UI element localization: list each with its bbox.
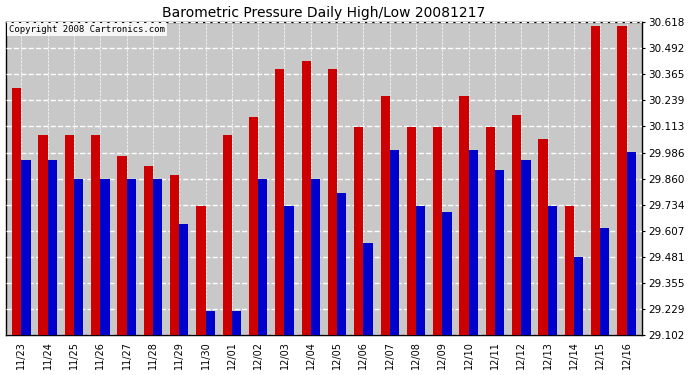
Bar (74, 178, 83, 335)
Bar (258, 178, 268, 335)
Bar (232, 311, 241, 335)
Bar (627, 152, 635, 335)
Bar (433, 127, 442, 335)
Bar (522, 160, 531, 335)
Bar (591, 26, 600, 335)
Bar (512, 115, 522, 335)
Bar (390, 150, 399, 335)
Bar (275, 69, 284, 335)
Title: Barometric Pressure Daily High/Low 20081217: Barometric Pressure Daily High/Low 20081… (162, 6, 486, 20)
Bar (12, 88, 21, 335)
Bar (495, 170, 504, 335)
Bar (284, 206, 294, 335)
Bar (153, 178, 162, 335)
Bar (126, 178, 136, 335)
Text: Copyright 2008 Cartronics.com: Copyright 2008 Cartronics.com (9, 25, 165, 34)
Bar (249, 117, 258, 335)
Bar (91, 135, 100, 335)
Bar (416, 206, 425, 335)
Bar (574, 257, 583, 335)
Bar (354, 127, 364, 335)
Bar (564, 206, 574, 335)
Bar (39, 135, 48, 335)
Bar (538, 140, 548, 335)
Bar (381, 96, 390, 335)
Bar (328, 69, 337, 335)
Bar (100, 178, 110, 335)
Bar (618, 26, 627, 335)
Bar (144, 166, 153, 335)
Bar (442, 212, 451, 335)
Bar (548, 206, 557, 335)
Bar (310, 178, 320, 335)
Bar (48, 160, 57, 335)
Bar (600, 228, 609, 335)
Bar (337, 193, 346, 335)
Bar (364, 243, 373, 335)
Bar (179, 224, 188, 335)
Bar (65, 135, 74, 335)
Bar (206, 311, 215, 335)
Bar (117, 156, 126, 335)
Bar (469, 150, 478, 335)
Bar (460, 96, 469, 335)
Bar (170, 174, 179, 335)
Bar (21, 160, 30, 335)
Bar (223, 135, 232, 335)
Bar (407, 127, 416, 335)
Bar (302, 61, 310, 335)
Bar (486, 127, 495, 335)
Bar (197, 206, 206, 335)
